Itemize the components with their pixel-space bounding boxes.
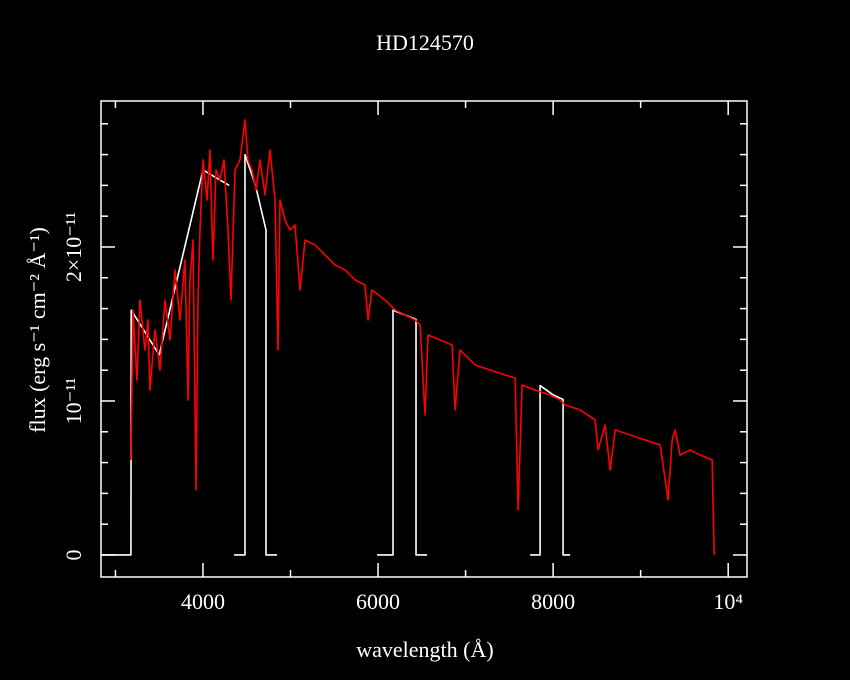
y-tick-label: 2×10⁻¹¹ bbox=[61, 212, 86, 282]
y-axis-label: flux (erg s⁻¹ cm⁻² Å⁻¹) bbox=[25, 227, 50, 433]
y-tick-label: 10⁻¹¹ bbox=[61, 378, 86, 425]
x-tick-label: 8000 bbox=[531, 589, 575, 614]
x-tick-label: 4000 bbox=[181, 589, 225, 614]
y-tick-label: 0 bbox=[61, 549, 86, 560]
chart-title: HD124570 bbox=[376, 30, 474, 55]
x-tick-label: 6000 bbox=[356, 589, 400, 614]
x-axis-label: wavelength (Å) bbox=[356, 637, 493, 662]
x-tick-label: 10⁴ bbox=[713, 589, 743, 614]
spectrum-line bbox=[130, 119, 715, 555]
